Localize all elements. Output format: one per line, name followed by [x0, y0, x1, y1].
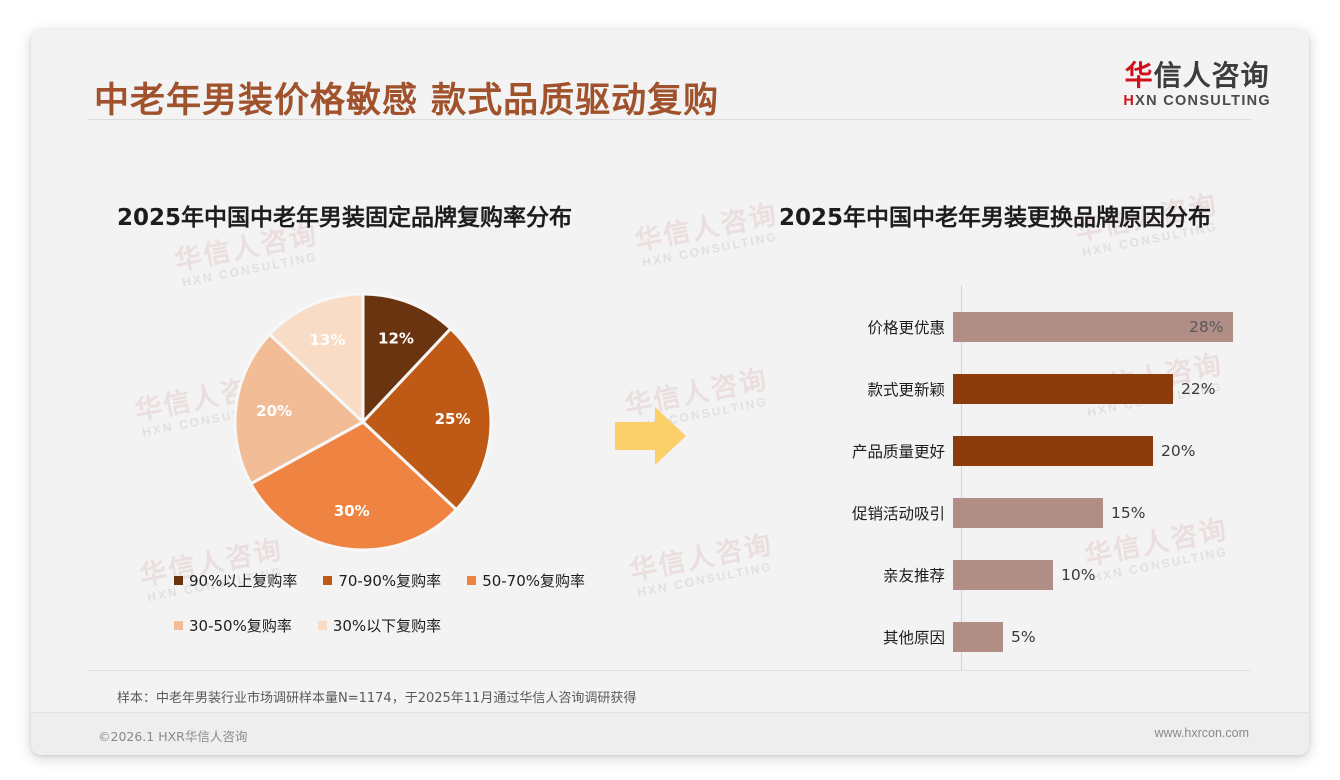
watermark: 华信人咨询 HXN CONSULTING	[631, 192, 783, 270]
pie-chart: 12% 25% 30% 20% 13%	[233, 292, 493, 552]
bar-track: 28%	[953, 312, 1291, 342]
bar-track: 20%	[953, 436, 1291, 466]
pie-slice	[360, 326, 493, 512]
bar-category-label: 价格更优惠	[867, 319, 945, 337]
bar-row: 价格更优惠 28%	[791, 312, 1291, 342]
bar-fill[interactable]	[953, 498, 1103, 528]
logo-en-accent: H	[1123, 93, 1136, 110]
bar-value-label: 5%	[1011, 628, 1036, 646]
right-chart-title: 2025年中国中老年男装更换品牌原因分布	[779, 205, 1212, 231]
legend-label: 30%以下复购率	[332, 617, 442, 635]
logo-english-name: HXN CONSULTING	[1123, 93, 1271, 109]
bar-track: 10%	[953, 560, 1291, 590]
bar-fill[interactable]	[953, 374, 1173, 404]
bar-row: 产品质量更好 20%	[791, 436, 1291, 466]
bar-category-label: 款式更新颖	[867, 381, 945, 399]
pie-chart-panel: 12% 25% 30% 20% 13% 90%以上复购率 70-90%复购率 50-70%复…	[86, 270, 666, 670]
footer-divider	[88, 670, 1251, 671]
logo-chinese-name: 华信人咨询	[1123, 61, 1271, 90]
bar-chart-panel: 价格更优惠 28% 款式更新颖 22% 产品质量更好 20% 促销活动吸引 15% 亲友推荐 10…	[791, 280, 1291, 680]
legend-swatch	[323, 576, 333, 585]
legend-label: 50-70%复购率	[482, 572, 586, 590]
bar-category-label: 产品质量更好	[851, 443, 945, 461]
bar-fill[interactable]	[953, 312, 1233, 342]
bar-row: 其他原因 5%	[791, 622, 1291, 652]
bar-chart-axis-line	[961, 285, 962, 670]
pie-slice-label: 12%	[378, 330, 414, 348]
legend-item[interactable]: 30%以下复购率	[317, 615, 442, 636]
bar-row: 促销活动吸引 15%	[791, 498, 1291, 528]
legend-swatch	[174, 621, 183, 630]
bar-category-label: 促销活动吸引	[851, 505, 945, 523]
pie-legend: 90%以上复购率 70-90%复购率 50-70%复购率 30-50%复购率 30%以…	[174, 570, 644, 660]
legend-swatch	[467, 576, 477, 585]
bar-fill[interactable]	[953, 560, 1053, 590]
bar-category-label: 亲友推荐	[882, 567, 945, 585]
copyright-text: ©2026.1 HXR华信人咨询	[98, 729, 248, 744]
bar-fill[interactable]	[953, 436, 1153, 466]
bar-value-label: 20%	[1161, 442, 1196, 460]
bar-row: 亲友推荐 10%	[791, 560, 1291, 590]
left-chart-title: 2025年中国中老年男装固定品牌复购率分布	[117, 205, 573, 231]
bar-value-label: 22%	[1181, 380, 1216, 398]
bar-value-label: 10%	[1061, 566, 1096, 584]
legend-label: 30-50%复购率	[189, 617, 292, 635]
legend-swatch	[317, 621, 327, 630]
logo-accent-char: 华	[1124, 59, 1154, 92]
bar-value-label: 15%	[1111, 504, 1146, 522]
bar-track: 15%	[953, 498, 1291, 528]
bar-row: 款式更新颖 22%	[791, 374, 1291, 404]
pie-slice	[248, 420, 459, 552]
legend-item[interactable]: 30-50%复购率	[174, 615, 292, 636]
pie-slice-label: 25%	[435, 410, 471, 428]
bar-track: 22%	[953, 374, 1291, 404]
bar-track: 5%	[953, 622, 1291, 652]
legend-item[interactable]: 90%以上复购率	[174, 570, 297, 591]
bar-fill[interactable]	[953, 622, 1003, 652]
watermark-cn: 华信人咨询	[632, 199, 781, 258]
legend-item[interactable]: 50-70%复购率	[467, 570, 585, 591]
legend-label: 70-90%复购率	[338, 572, 442, 590]
arrow-right-icon	[615, 407, 686, 465]
bottom-bar: ©2026.1 HXR华信人咨询 www.hxrcon.com	[31, 712, 1309, 755]
pie-slice	[361, 292, 453, 426]
pie-slice-label: 30%	[334, 502, 370, 520]
company-logo: 华信人咨询 HXN CONSULTING	[1123, 61, 1271, 110]
pie-slice-label: 13%	[309, 331, 345, 349]
pie-slice-label: 20%	[256, 402, 292, 420]
legend-label: 90%以上复购率	[189, 572, 298, 590]
pie-slice	[233, 332, 366, 486]
legend-row: 90%以上复购率 70-90%复购率 50-70%复购率	[174, 570, 644, 591]
website-link[interactable]: www.hxrcon.com	[1154, 726, 1249, 740]
header-divider	[88, 119, 1251, 120]
legend-row: 30-50%复购率 30%以下复购率	[174, 615, 644, 636]
watermark-en: HXN CONSULTING	[641, 229, 780, 270]
pie-slice	[267, 292, 365, 426]
bar-category-label: 其他原因	[882, 629, 945, 647]
legend-item[interactable]: 70-90%复购率	[323, 570, 441, 591]
logo-name-rest: 信人咨询	[1153, 59, 1270, 92]
bar-value-label: 28%	[1189, 318, 1224, 336]
page-title: 中老年男装价格敏感 款式品质驱动复购	[94, 81, 720, 121]
sample-note: 样本：中老年男装行业市场调研样本量N=1174，于2025年11月通过华信人咨询…	[117, 691, 637, 706]
slide-card: 华信人咨询 HXN CONSULTING 华信人咨询 HXN CONSULTIN…	[31, 30, 1309, 755]
logo-en-rest: XN CONSULTING	[1135, 93, 1271, 110]
legend-swatch	[174, 576, 183, 585]
